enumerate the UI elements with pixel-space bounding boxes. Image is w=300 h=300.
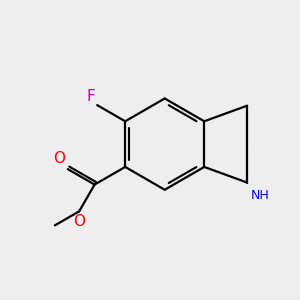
Text: NH: NH bbox=[251, 189, 269, 202]
Text: O: O bbox=[53, 151, 65, 166]
Text: F: F bbox=[86, 88, 95, 104]
Text: O: O bbox=[73, 214, 85, 229]
